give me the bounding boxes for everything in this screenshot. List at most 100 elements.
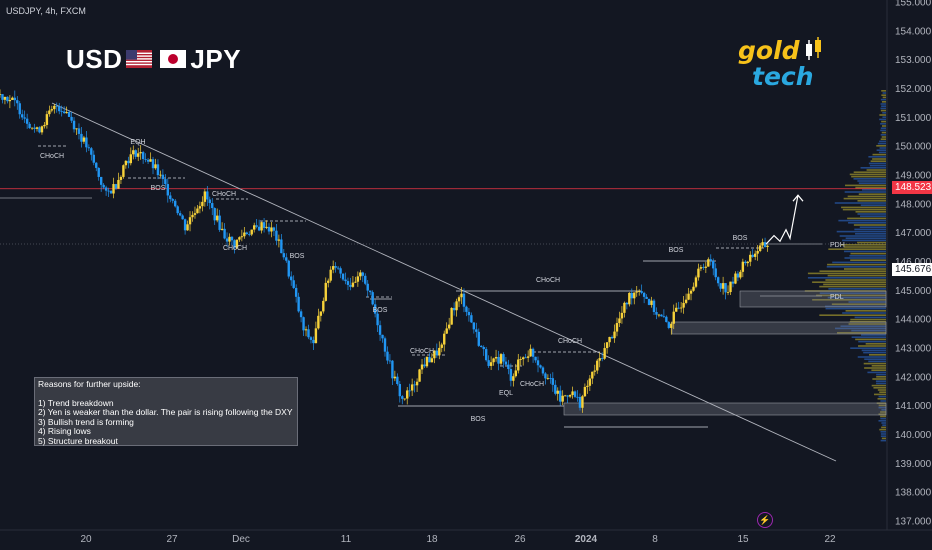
candle-body <box>77 128 81 134</box>
candle-body <box>633 292 636 299</box>
volume-profile-bar <box>825 305 886 308</box>
volume-profile-bar <box>872 378 886 380</box>
volume-profile-bar <box>882 424 886 426</box>
volume-profile-bar <box>840 244 886 246</box>
candle-body <box>445 328 448 334</box>
candle-body <box>354 281 357 283</box>
candle-body <box>122 165 125 177</box>
candle-body <box>600 358 604 359</box>
candle-body <box>758 245 762 251</box>
candle-body <box>304 329 308 331</box>
volume-profile-bar <box>880 127 886 129</box>
candle-body <box>40 126 44 133</box>
candle-body <box>731 281 735 284</box>
candle-body <box>450 307 453 325</box>
symbol-info: USDJPY, 4h, FXCM <box>6 6 86 16</box>
volume-profile-bar <box>857 241 886 244</box>
candle-body <box>364 275 367 284</box>
candle-body <box>591 371 594 379</box>
candle-body <box>719 283 722 289</box>
volume-profile-bar <box>819 292 886 294</box>
volume-profile-bar <box>858 340 886 343</box>
volume-profile-bar <box>872 153 886 156</box>
pdh-label: PDH <box>830 242 845 249</box>
volume-profile-bar <box>835 327 886 330</box>
candle-body <box>581 396 584 408</box>
candle-body <box>104 187 108 191</box>
volume-profile-bar <box>863 351 886 354</box>
volume-profile-bar <box>844 257 886 259</box>
demand-zone <box>739 290 887 308</box>
volume-profile-bar <box>880 98 886 101</box>
candle-body <box>18 103 21 115</box>
candle-body <box>35 127 39 129</box>
candle-body <box>645 296 648 299</box>
volume-profile-bar <box>877 398 886 400</box>
candle-body <box>556 390 559 394</box>
candle-body <box>314 328 318 344</box>
candle-body <box>43 124 46 127</box>
volume-profile-bar <box>858 182 886 184</box>
candle-body <box>391 360 394 379</box>
candle-body <box>25 118 29 124</box>
volume-profile-bar <box>845 237 886 239</box>
candle-body <box>252 225 256 230</box>
candle-body <box>260 222 263 231</box>
candle-body <box>336 267 340 269</box>
candle-body <box>714 268 717 278</box>
current-price-label: 145.676 <box>892 263 932 276</box>
candle-body <box>248 234 251 235</box>
volume-profile-bar <box>870 160 886 162</box>
candle-body <box>193 213 197 215</box>
candle-body <box>551 378 555 385</box>
volume-profile-bar <box>840 325 886 327</box>
volume-profile-bar <box>850 259 886 261</box>
candle-body <box>16 100 19 104</box>
candle-body <box>223 228 226 239</box>
y-tick-label: 151.000 <box>895 113 932 124</box>
candle-body <box>134 150 137 157</box>
volume-profile-bar <box>879 147 886 149</box>
volume-profile-bar <box>848 222 886 224</box>
candle-body <box>383 338 387 352</box>
candle-body <box>181 215 184 220</box>
volume-profile-bar <box>882 96 886 99</box>
structure-label: EQH <box>130 139 145 146</box>
candle-body <box>381 334 384 339</box>
candle-body <box>309 337 313 340</box>
volume-profile-bar <box>819 285 886 288</box>
candle-body <box>186 224 189 231</box>
lightning-icon[interactable]: ⚡ <box>757 512 773 528</box>
volume-profile-bar <box>877 389 886 391</box>
candle-body <box>235 239 239 248</box>
candle-body <box>233 240 236 248</box>
candle-body <box>287 260 290 277</box>
candle-body <box>563 395 567 397</box>
volume-profile-bar <box>881 120 886 123</box>
candle-body <box>712 261 715 269</box>
candle-body <box>139 152 142 154</box>
candle-body <box>665 316 668 323</box>
volume-profile-bar <box>831 303 886 305</box>
volume-profile-bar <box>827 274 886 277</box>
quote-currency: JPY <box>190 44 242 74</box>
candle-body <box>312 339 315 344</box>
candle-body <box>8 99 12 102</box>
y-tick-label: 145.000 <box>895 286 932 297</box>
candle-body <box>559 390 562 402</box>
candle-body <box>356 276 360 282</box>
x-tick-label: 15 <box>737 534 749 545</box>
candle-body <box>443 333 446 345</box>
candle-body <box>761 242 764 246</box>
structure-label: CHoCH <box>410 348 434 355</box>
y-tick-label: 152.000 <box>895 84 932 95</box>
candle-body <box>70 116 73 121</box>
volume-profile-bar <box>825 279 886 281</box>
volume-profile-bar <box>867 371 886 374</box>
candle-body <box>433 350 436 359</box>
structure-label: CHoCH <box>558 338 582 345</box>
volume-profile-bar <box>875 380 886 382</box>
candle-body <box>637 291 641 292</box>
candle-body <box>746 261 749 264</box>
